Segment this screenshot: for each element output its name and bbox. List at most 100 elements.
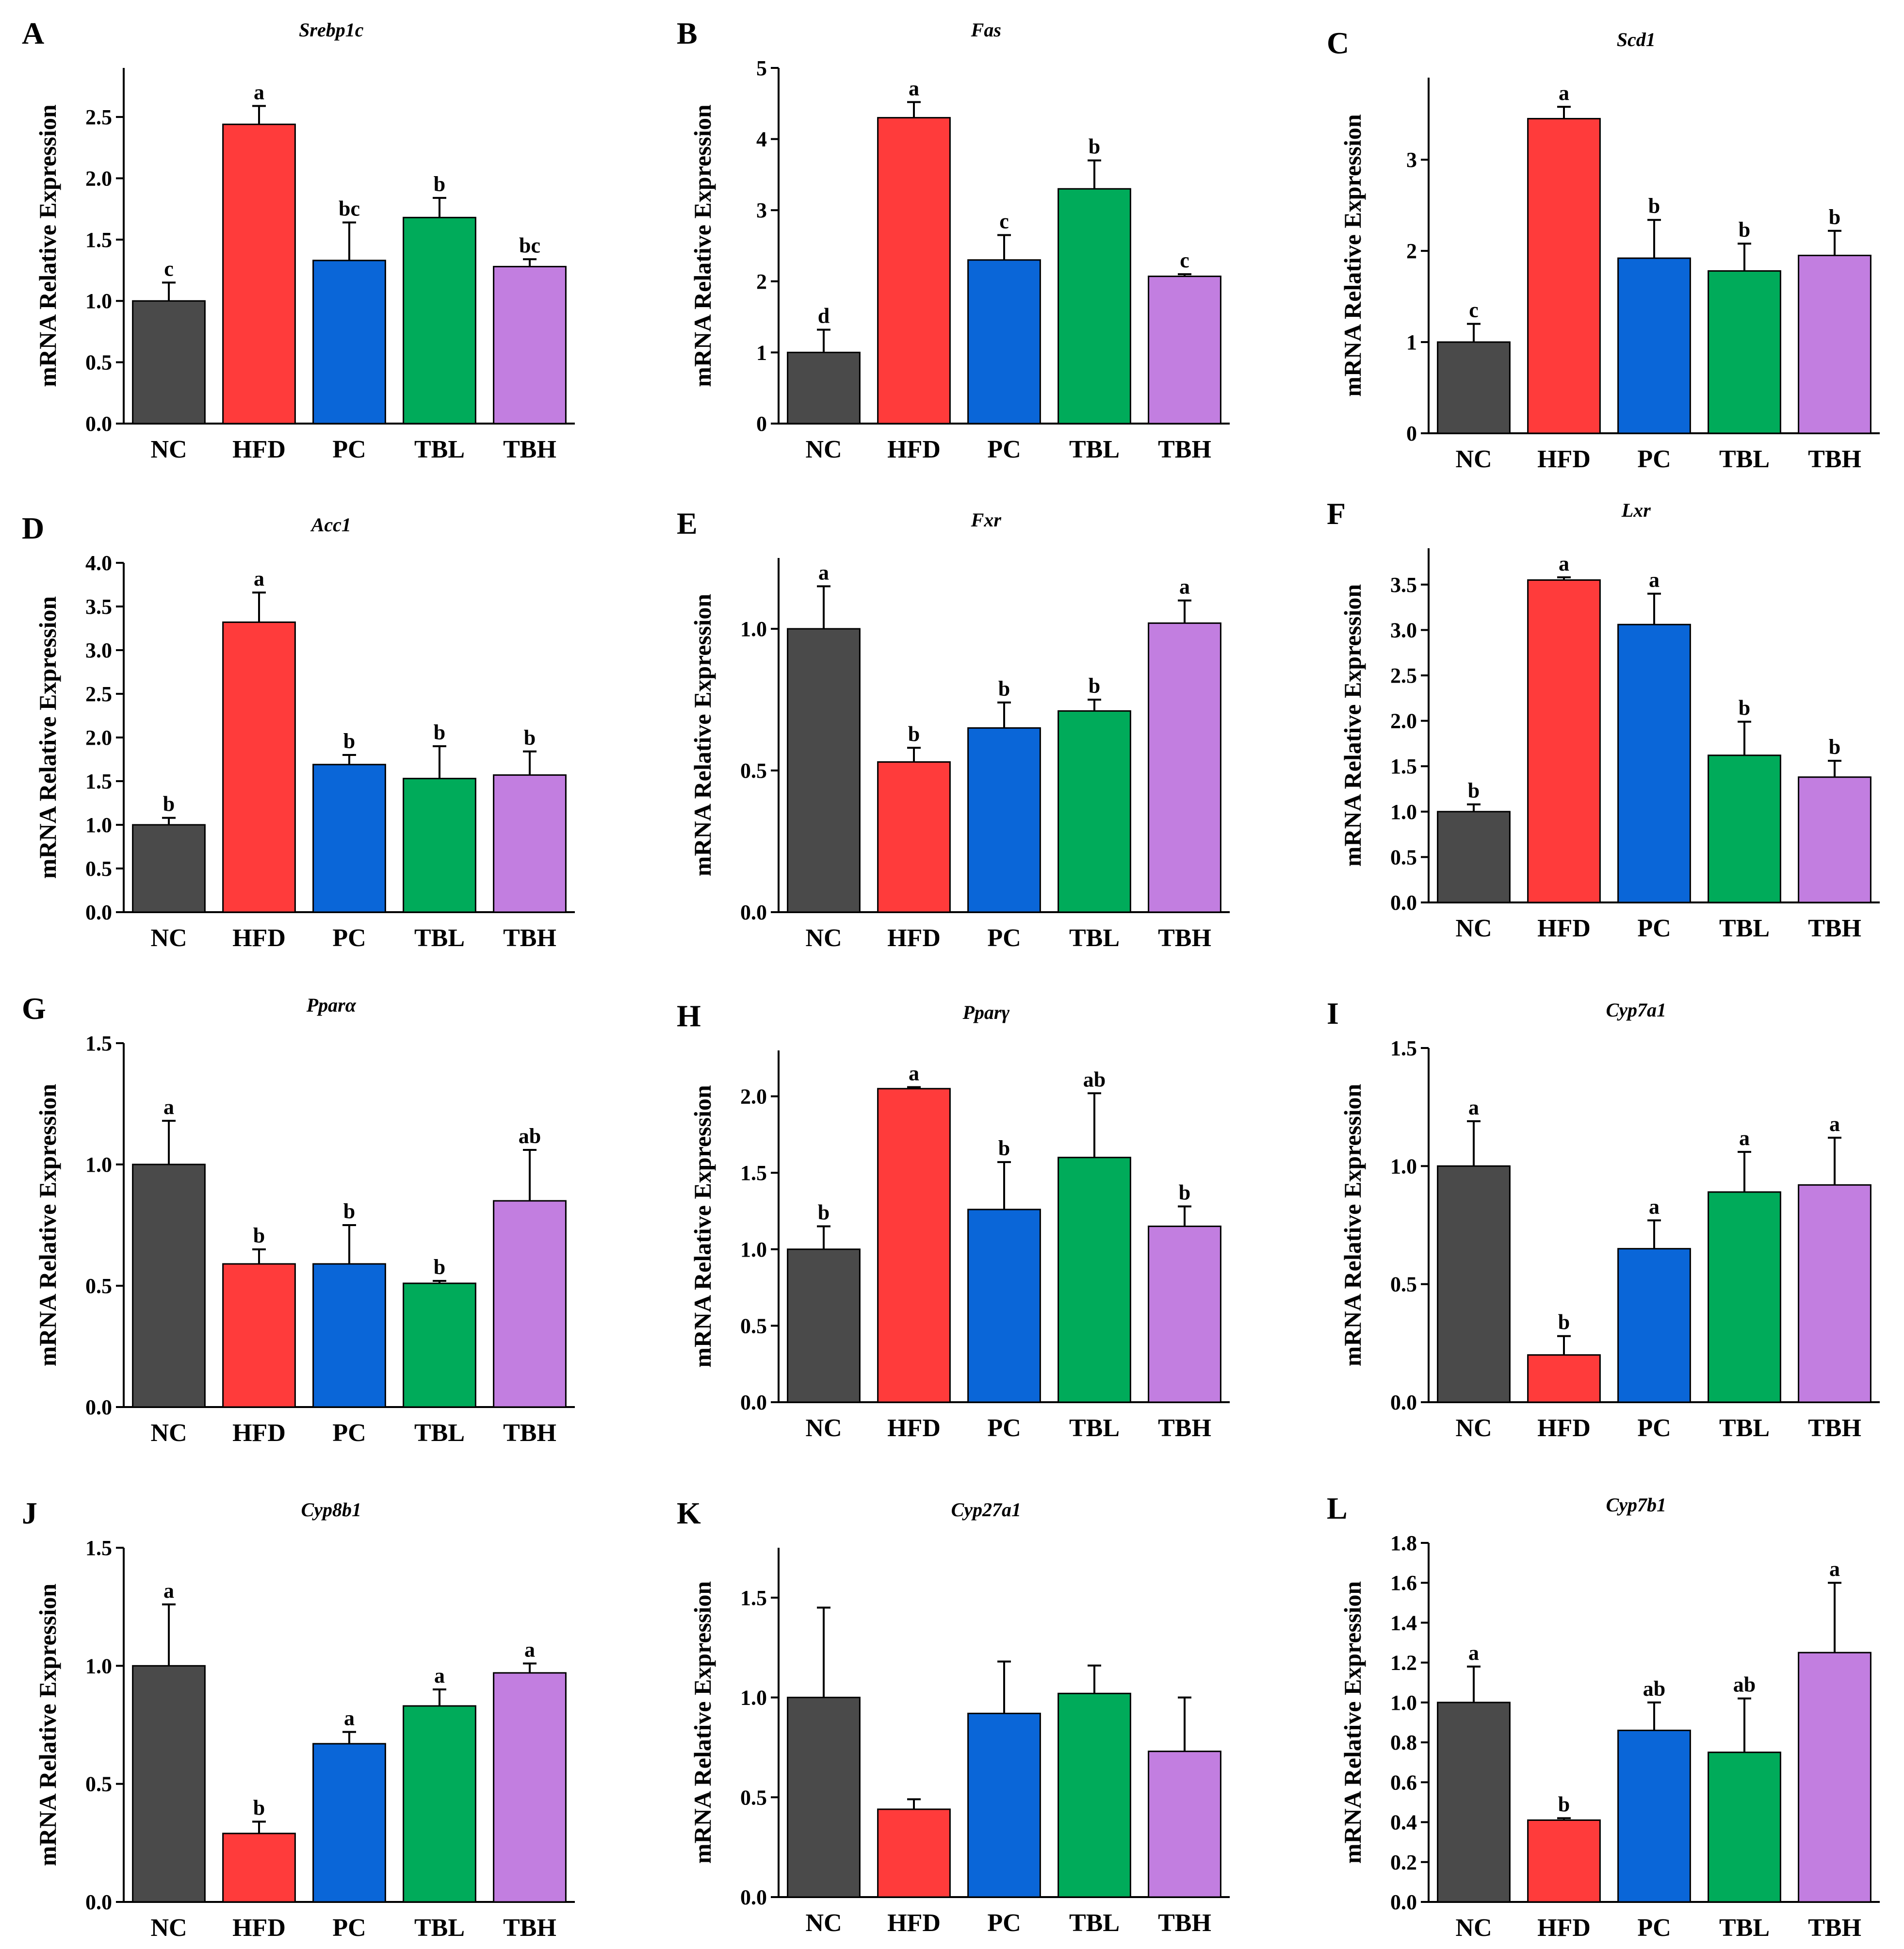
y-tick-label: 0.6 <box>1390 1770 1417 1794</box>
significance-label: a <box>163 1579 174 1603</box>
significance-label: ab <box>519 1124 541 1148</box>
bar-hfd <box>222 123 296 425</box>
significance-label: a <box>1829 1112 1840 1136</box>
y-tick-label: 1.0 <box>1390 1154 1417 1178</box>
y-axis-label: mRNA Relative Expression <box>689 594 716 877</box>
y-axis-label: mRNA Relative Expression <box>689 1085 716 1368</box>
x-tick-label: TBH <box>1808 1414 1861 1442</box>
x-tick-label: HFD <box>887 924 941 952</box>
bar-pc <box>967 259 1041 425</box>
bar-nc <box>132 1665 206 1903</box>
y-tick-label: 3.0 <box>1390 618 1417 642</box>
significance-label: a <box>1559 552 1569 575</box>
significance-label: c <box>164 257 174 280</box>
x-tick-label: TBH <box>1808 1914 1861 1942</box>
significance-label: a <box>1468 1096 1479 1119</box>
y-tick-label: 1.5 <box>1390 754 1417 778</box>
x-tick-label: PC <box>1637 445 1671 473</box>
x-tick-label: HFD <box>887 1414 941 1442</box>
x-tick-label: PC <box>332 436 366 463</box>
x-tick-label: PC <box>987 924 1021 952</box>
y-tick-label: 0.0 <box>85 1890 112 1914</box>
significance-label: b <box>1089 674 1100 698</box>
y-tick-label: 0.5 <box>85 857 112 881</box>
significance-label: b <box>1468 779 1480 803</box>
y-tick-label: 2 <box>756 270 767 294</box>
significance-label: b <box>253 1224 265 1247</box>
bar-hfd <box>877 117 951 425</box>
significance-label: b <box>1829 735 1840 759</box>
bar-pc <box>1617 257 1691 434</box>
x-tick-label: TBH <box>503 436 556 463</box>
x-tick-label: HFD <box>887 1909 941 1937</box>
panel-d: D Acc1 mRNA Relative Expression 0.0 0.5 1.0 1.… <box>22 511 575 952</box>
y-tick-label: 2.0 <box>1390 709 1417 733</box>
x-tick-label: PC <box>1637 1914 1671 1942</box>
significance-label: b <box>1558 1792 1570 1816</box>
x-tick-label: NC <box>805 436 842 463</box>
x-tick-label: NC <box>150 1419 187 1447</box>
y-tick-label: 0 <box>756 412 767 436</box>
y-tick-label: 0.5 <box>85 351 112 375</box>
significance-label: b <box>1829 205 1840 229</box>
y-tick-label: 1.5 <box>85 770 112 793</box>
panel-letter: I <box>1327 996 1339 1031</box>
y-tick-label: 3 <box>756 198 767 222</box>
y-tick-label: 0.0 <box>1390 1391 1417 1414</box>
significance-label: a <box>1829 1557 1840 1581</box>
significance-label: a <box>909 1062 919 1085</box>
significance-label: ab <box>1083 1067 1106 1091</box>
y-tick-label: 0.0 <box>85 901 112 924</box>
x-tick-label: TBL <box>1069 1909 1120 1937</box>
y-tick-label: 5 <box>756 56 767 80</box>
significance-label: a <box>909 76 919 100</box>
bar-pc <box>312 1743 386 1903</box>
y-tick-label: 2.5 <box>85 105 112 129</box>
chart-title: Cyp7b1 <box>1606 1494 1666 1516</box>
significance-label: a <box>524 1638 535 1661</box>
panel-b: B Fas mRNA Relative Expression 0 1 2 3 4 5 d NC a HF… <box>677 16 1230 463</box>
y-tick-label: 2.0 <box>85 166 112 190</box>
y-axis-label: mRNA Relative Expression <box>689 104 716 387</box>
significance-label: b <box>163 792 175 816</box>
significance-label: a <box>1649 1195 1660 1218</box>
x-tick-label: PC <box>332 1914 366 1942</box>
y-tick-label: 0.5 <box>740 1314 767 1338</box>
y-tick-label: 2.0 <box>85 726 112 750</box>
significance-label: b <box>998 677 1010 701</box>
x-tick-label: HFD <box>232 1419 286 1447</box>
significance-label: b <box>253 1796 265 1820</box>
bar-hfd <box>1527 1819 1601 1903</box>
y-tick-label: 0.5 <box>1390 845 1417 869</box>
panel-letter: B <box>677 16 698 50</box>
bar-nc <box>787 351 861 425</box>
bar-tbl <box>1058 1692 1131 1898</box>
bar-tbl <box>1708 1191 1781 1403</box>
x-tick-label: NC <box>150 924 187 952</box>
bar-nc <box>132 300 206 425</box>
x-tick-label: HFD <box>232 436 286 463</box>
y-axis-label: mRNA Relative Expression <box>1339 1084 1366 1367</box>
significance-label: a <box>1739 1126 1750 1150</box>
bar-nc <box>1437 1702 1511 1903</box>
panel-j: J Cyp8b1 mRNA Relative Expression 0.0 0.5 1.0… <box>22 1496 575 1942</box>
x-tick-label: TBL <box>1069 1414 1120 1442</box>
panel-g: G Pparα mRNA Relative Expression 0.0 0.5 1.0 1… <box>22 991 575 1447</box>
significance-label: b <box>343 729 355 753</box>
significance-label: a <box>1649 568 1660 592</box>
y-tick-label: 0.5 <box>85 1772 112 1796</box>
significance-label: b <box>524 726 536 750</box>
x-tick-label: NC <box>150 436 187 463</box>
bar-tbh <box>1798 255 1871 434</box>
significance-label: b <box>908 722 920 746</box>
panel-letter: A <box>22 16 44 50</box>
chart-title: Cyp27a1 <box>951 1499 1021 1521</box>
bar-pc <box>967 1712 1041 1898</box>
y-axis-label: mRNA Relative Expression <box>34 1084 61 1367</box>
x-tick-label: NC <box>805 1909 842 1937</box>
y-axis-label: mRNA Relative Expression <box>1339 584 1366 867</box>
y-tick-label: 1.2 <box>1390 1651 1417 1675</box>
y-tick-label: 1 <box>756 341 767 364</box>
y-tick-label: 0.8 <box>1390 1731 1417 1754</box>
